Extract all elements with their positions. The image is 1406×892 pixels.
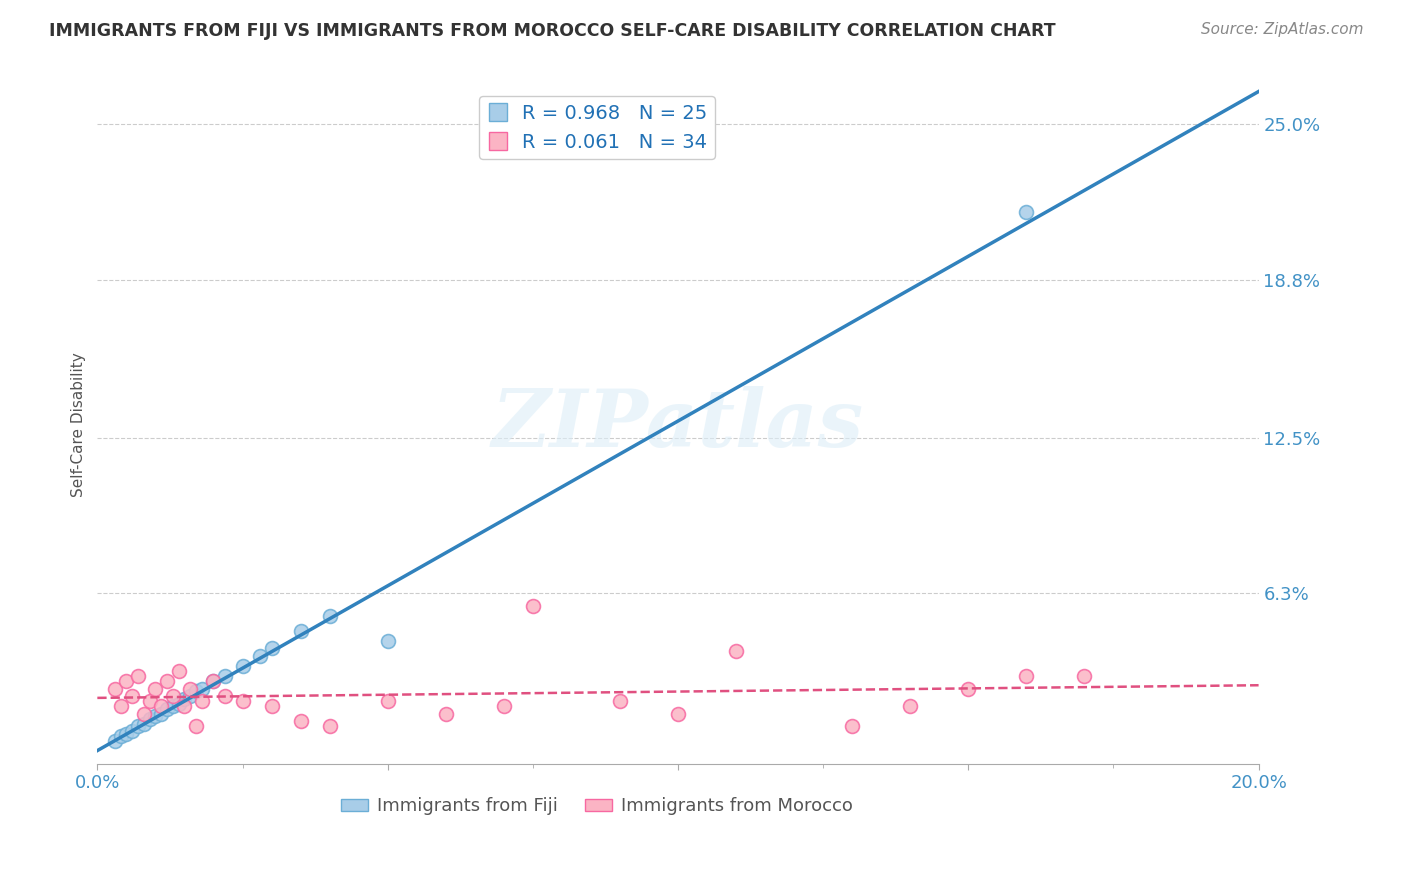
Point bbox=[173, 699, 195, 714]
Point bbox=[115, 673, 138, 688]
Point bbox=[666, 706, 689, 721]
Point bbox=[132, 706, 155, 721]
Point bbox=[104, 734, 127, 748]
Point bbox=[132, 716, 155, 731]
Point bbox=[957, 681, 980, 696]
Point bbox=[150, 706, 173, 721]
Point bbox=[110, 729, 132, 743]
Point bbox=[184, 719, 207, 733]
Point bbox=[249, 648, 271, 663]
Point bbox=[156, 673, 179, 688]
Point bbox=[104, 681, 127, 696]
Point bbox=[162, 689, 184, 703]
Point bbox=[377, 633, 399, 648]
Point bbox=[1015, 669, 1038, 683]
Point bbox=[214, 669, 236, 683]
Point bbox=[231, 694, 253, 708]
Point bbox=[145, 709, 167, 723]
Point bbox=[1073, 669, 1095, 683]
Point bbox=[191, 681, 214, 696]
Point bbox=[138, 694, 160, 708]
Point bbox=[231, 659, 253, 673]
Point bbox=[202, 673, 225, 688]
Point bbox=[492, 699, 515, 714]
Point bbox=[156, 701, 179, 715]
Point bbox=[214, 689, 236, 703]
Point bbox=[127, 719, 149, 733]
Point bbox=[318, 719, 340, 733]
Point bbox=[191, 694, 214, 708]
Point bbox=[609, 694, 631, 708]
Point bbox=[150, 699, 173, 714]
Point bbox=[162, 699, 184, 714]
Point bbox=[138, 712, 160, 726]
Point bbox=[260, 699, 283, 714]
Point bbox=[260, 641, 283, 656]
Point bbox=[179, 689, 201, 703]
Legend: Immigrants from Fiji, Immigrants from Morocco: Immigrants from Fiji, Immigrants from Mo… bbox=[333, 790, 860, 822]
Text: IMMIGRANTS FROM FIJI VS IMMIGRANTS FROM MOROCCO SELF-CARE DISABILITY CORRELATION: IMMIGRANTS FROM FIJI VS IMMIGRANTS FROM … bbox=[49, 22, 1056, 40]
Text: ZIPatlas: ZIPatlas bbox=[492, 386, 865, 464]
Point bbox=[898, 699, 921, 714]
Point bbox=[434, 706, 457, 721]
Point bbox=[1015, 204, 1038, 219]
Point bbox=[173, 691, 195, 706]
Point bbox=[202, 673, 225, 688]
Point bbox=[121, 689, 143, 703]
Point bbox=[167, 664, 190, 678]
Point bbox=[127, 669, 149, 683]
Point bbox=[290, 714, 312, 728]
Text: Source: ZipAtlas.com: Source: ZipAtlas.com bbox=[1201, 22, 1364, 37]
Point bbox=[184, 684, 207, 698]
Point bbox=[841, 719, 863, 733]
Point bbox=[145, 681, 167, 696]
Point bbox=[377, 694, 399, 708]
Y-axis label: Self-Care Disability: Self-Care Disability bbox=[72, 352, 86, 498]
Point bbox=[121, 724, 143, 739]
Point bbox=[179, 681, 201, 696]
Point bbox=[115, 727, 138, 741]
Point bbox=[290, 624, 312, 638]
Point bbox=[318, 608, 340, 623]
Point bbox=[522, 599, 544, 613]
Point bbox=[167, 697, 190, 711]
Point bbox=[724, 644, 747, 658]
Point bbox=[110, 699, 132, 714]
